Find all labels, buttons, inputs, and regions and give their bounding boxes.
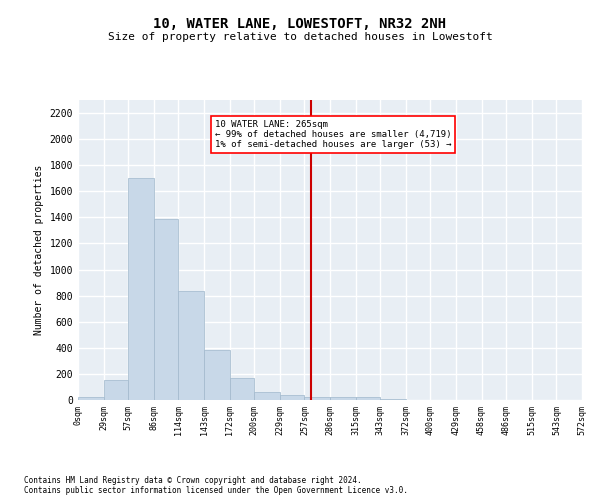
Bar (230, 378, 254, 400)
Bar (154, 218, 178, 400)
Bar (330, 396, 356, 400)
Bar (280, 396, 304, 400)
Bar (204, 350, 230, 400)
Text: Contains HM Land Registry data © Crown copyright and database right 2024.
Contai: Contains HM Land Registry data © Crown c… (24, 476, 408, 495)
Y-axis label: Number of detached properties: Number of detached properties (34, 165, 44, 335)
Bar (356, 396, 380, 400)
Bar (78, 398, 104, 400)
Bar (380, 398, 406, 400)
Text: 10, WATER LANE, LOWESTOFT, NR32 2NH: 10, WATER LANE, LOWESTOFT, NR32 2NH (154, 18, 446, 32)
Text: 10 WATER LANE: 265sqm
← 99% of detached houses are smaller (4,719)
1% of semi-de: 10 WATER LANE: 265sqm ← 99% of detached … (215, 120, 451, 150)
Bar (178, 291, 204, 400)
Text: Size of property relative to detached houses in Lowestoft: Size of property relative to detached ho… (107, 32, 493, 42)
Bar (304, 396, 330, 400)
Bar (128, 178, 154, 400)
Bar (254, 392, 280, 400)
Bar (104, 380, 128, 400)
